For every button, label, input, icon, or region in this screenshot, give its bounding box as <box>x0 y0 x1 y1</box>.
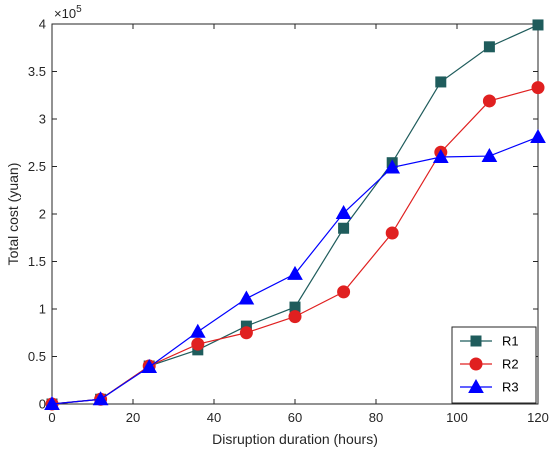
y-tick-label: 4 <box>39 17 46 32</box>
data-point-triangle <box>287 265 303 280</box>
y-tick-label: 2 <box>39 207 46 222</box>
data-point-circle <box>482 94 496 108</box>
data-point-triangle <box>468 378 484 393</box>
legend-item-r1: R1 <box>460 334 519 349</box>
y-tick-label: 2.5 <box>28 159 46 174</box>
y-tick-label: 0.5 <box>28 349 46 364</box>
y-exponent-power: 5 <box>76 4 82 15</box>
x-tick-label: 80 <box>369 410 383 425</box>
x-tick-label: 0 <box>48 410 55 425</box>
data-point-circle <box>469 357 483 371</box>
data-point-circle <box>288 310 302 324</box>
x-tick-label: 120 <box>527 410 549 425</box>
axis-ticks: 0 20 40 60 80 100 120 0 0.5 1 1.5 2 2.5 3 3.5 4 <box>28 17 549 426</box>
y-axis-exponent: ×105 <box>54 4 82 21</box>
y-tick-label: 3.5 <box>28 64 46 79</box>
data-point-triangle <box>141 358 158 373</box>
x-axis-label: Disruption duration (hours) <box>212 431 378 447</box>
data-point-triangle <box>189 323 206 338</box>
data-point-triangle <box>335 205 352 220</box>
data-point-square <box>483 41 495 53</box>
x-tick-label: 40 <box>207 410 221 425</box>
data-point-triangle <box>432 148 449 163</box>
y-tick-label: 1.5 <box>28 254 46 269</box>
data-point-circle <box>531 81 545 95</box>
data-point-triangle <box>481 148 498 163</box>
data-point-triangle <box>384 159 401 174</box>
data-point-square <box>470 335 482 347</box>
data-point-circle <box>191 337 205 351</box>
y-tick-label: 1 <box>39 302 46 317</box>
data-point-square <box>338 222 350 234</box>
y-exponent-base: ×10 <box>54 6 76 21</box>
x-tick-label: 20 <box>126 410 140 425</box>
legend-item-r2: R2 <box>460 357 519 372</box>
data-point-triangle <box>92 391 109 406</box>
legend-label: R2 <box>502 357 519 372</box>
data-point-square <box>435 76 447 88</box>
data-point-circle <box>239 326 253 340</box>
data-point-triangle <box>238 290 255 305</box>
data-point-circle <box>337 285 351 299</box>
legend-label: R3 <box>502 380 519 395</box>
x-tick-label: 100 <box>446 410 468 425</box>
legend-box <box>451 326 537 404</box>
data-point-square <box>532 19 544 31</box>
legend-item-r3: R3 <box>460 378 519 395</box>
legend: R1 R2 R3 <box>451 326 537 404</box>
y-axis-label: Total cost (yuan) <box>5 163 21 266</box>
data-point-triangle <box>44 395 60 410</box>
data-point-circle <box>385 226 399 240</box>
series-r3 <box>44 129 546 410</box>
series-layer <box>44 19 546 411</box>
y-tick-label: 3 <box>39 112 46 127</box>
data-point-triangle <box>530 129 546 144</box>
legend-label: R1 <box>502 334 519 349</box>
y-tick-label: 0 <box>39 397 46 412</box>
x-tick-label: 60 <box>288 410 302 425</box>
